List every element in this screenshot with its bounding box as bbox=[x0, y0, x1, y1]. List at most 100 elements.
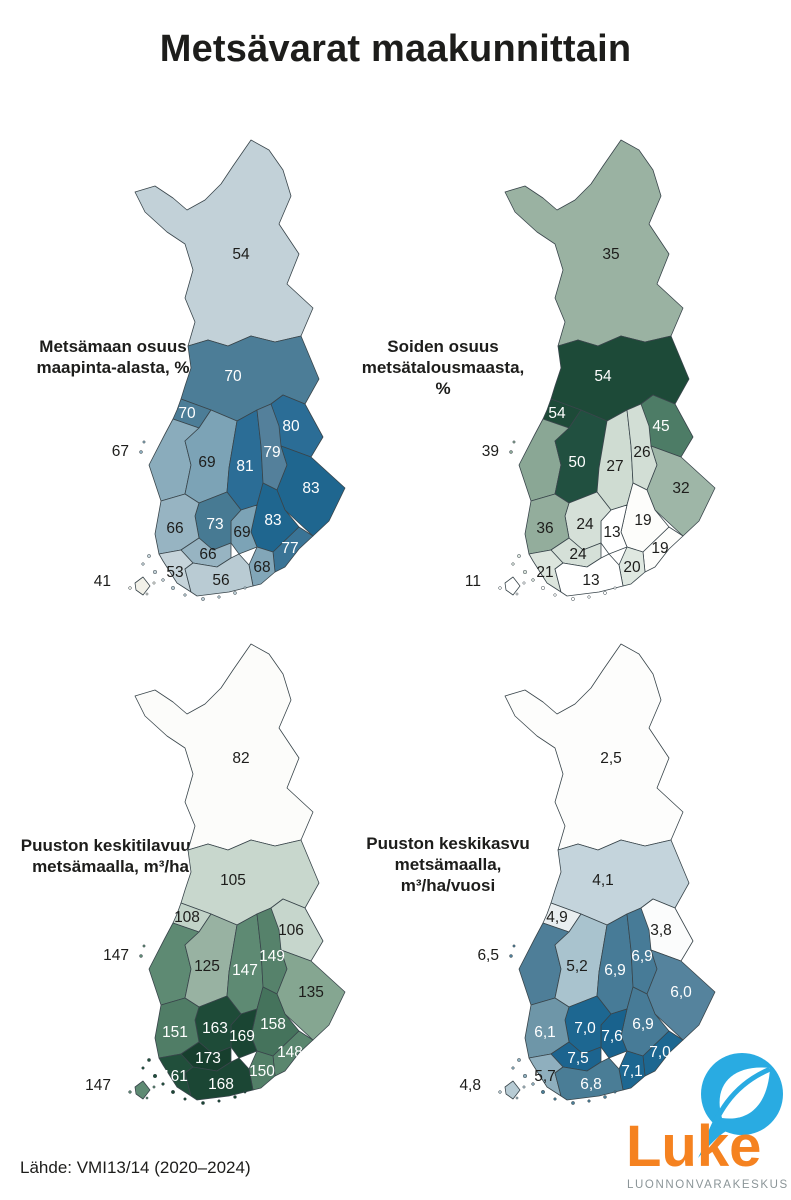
region-value-label-etela_savo: 83 bbox=[264, 512, 281, 529]
region-value-label-kanta_hame: 24 bbox=[569, 546, 587, 563]
region-value-label-pohjois_karjala: 32 bbox=[672, 480, 689, 497]
region-value-label-paijat_hame: 13 bbox=[603, 524, 620, 541]
archipelago-islet bbox=[522, 569, 528, 575]
archipelago-islet bbox=[147, 554, 151, 558]
region-value-label-lappi: 54 bbox=[232, 246, 250, 263]
archipelago-islet bbox=[171, 586, 175, 590]
region-value-label-pohjanmaa: 147 bbox=[103, 947, 129, 964]
region-value-label-uusimaa: 6,8 bbox=[580, 1076, 602, 1093]
archipelago-islet bbox=[171, 1090, 175, 1094]
region-value-label-kanta_hame: 66 bbox=[199, 546, 216, 563]
region-value-label-ahvenanmaa: 147 bbox=[85, 1077, 111, 1094]
archipelago-islet bbox=[142, 440, 146, 444]
archipelago-islet bbox=[509, 450, 513, 454]
region-value-label-etela_pohjanmaa: 50 bbox=[568, 454, 586, 471]
archipelago-islet bbox=[128, 586, 132, 590]
region-value-label-pirkanmaa: 7,0 bbox=[574, 1020, 596, 1037]
region-value-label-uusimaa: 56 bbox=[212, 572, 229, 589]
archipelago-islet bbox=[515, 592, 519, 596]
region-value-label-kymenlaakso: 7,1 bbox=[621, 1063, 643, 1080]
archipelago-islet bbox=[161, 1082, 165, 1086]
logo-wordmark: Luke bbox=[626, 1114, 761, 1179]
region-value-label-lappi: 2,5 bbox=[600, 750, 622, 767]
region-value-label-keski_pohjanmaa: 4,9 bbox=[546, 909, 568, 926]
region-value-label-paijat_hame: 69 bbox=[233, 524, 250, 541]
archipelago-islet bbox=[571, 1101, 575, 1105]
luke-logo: Luke LUONNONVARAKESKUS bbox=[626, 1053, 787, 1191]
region-value-label-uusimaa: 13 bbox=[582, 572, 599, 589]
archipelago-islet bbox=[233, 1095, 237, 1099]
region-value-label-lappi: 35 bbox=[602, 246, 619, 263]
region-value-label-keski_suomi: 147 bbox=[232, 962, 258, 979]
region-value-label-lappi: 82 bbox=[232, 750, 249, 767]
region-value-label-kainuu: 106 bbox=[278, 922, 304, 939]
region-value-label-paijat_hame: 169 bbox=[229, 1028, 255, 1045]
region-ahvenanmaa bbox=[134, 576, 151, 596]
archipelago-islet bbox=[522, 581, 526, 585]
region-value-label-varsinais_suomi: 21 bbox=[536, 564, 553, 581]
region-value-label-pohjois_savo: 79 bbox=[263, 444, 280, 461]
archipelago-islet bbox=[603, 591, 607, 595]
region-value-label-uusimaa: 168 bbox=[208, 1076, 234, 1093]
archipelago-islet bbox=[603, 1095, 607, 1099]
region-value-label-keski_suomi: 27 bbox=[606, 458, 623, 475]
region-value-label-etela_pohjanmaa: 5,2 bbox=[566, 958, 588, 975]
archipelago-islet bbox=[553, 593, 557, 597]
archipelago-islet bbox=[522, 1073, 528, 1079]
archipelago-islet bbox=[201, 597, 205, 601]
region-value-label-etela_pohjanmaa: 69 bbox=[198, 454, 215, 471]
archipelago-islet bbox=[511, 562, 515, 566]
region-uusimaa bbox=[184, 553, 254, 597]
region-value-label-etela_karjala: 148 bbox=[277, 1044, 303, 1061]
archipelago-islet bbox=[613, 1090, 617, 1094]
region-lappi bbox=[504, 139, 684, 347]
region-value-label-kymenlaakso: 150 bbox=[249, 1063, 275, 1080]
archipelago-islet bbox=[152, 1073, 158, 1079]
archipelago-islet bbox=[201, 1101, 205, 1105]
region-value-label-satakunta: 36 bbox=[536, 520, 553, 537]
map-3-heading-line-1: Puuston keskitilavuus bbox=[20, 836, 201, 855]
region-value-label-varsinais_suomi: 53 bbox=[166, 564, 183, 581]
map-4-finland-choropleth: 2,5 4,1 3,8 4,9 6,5 5,2 6,9 6,9 6,0 6,9 7,0 7,1 7,6 7… bbox=[459, 643, 716, 1105]
archipelago-islet bbox=[498, 1090, 502, 1094]
archipelago-islet bbox=[511, 1066, 515, 1070]
archipelago-islet bbox=[531, 578, 535, 582]
region-value-label-satakunta: 6,1 bbox=[534, 1024, 556, 1041]
region-value-label-keski_pohjanmaa: 108 bbox=[174, 909, 200, 926]
region-uusimaa bbox=[184, 1057, 254, 1101]
region-value-label-varsinais_suomi: 5,7 bbox=[534, 1068, 556, 1085]
archipelago-islet bbox=[243, 586, 247, 590]
region-value-label-pirkanmaa: 73 bbox=[206, 516, 223, 533]
archipelago-islet bbox=[152, 581, 156, 585]
archipelago-islet bbox=[128, 1090, 132, 1094]
region-value-label-satakunta: 151 bbox=[162, 1024, 188, 1041]
archipelago-islet bbox=[517, 1058, 521, 1062]
region-value-label-paijat_hame: 7,6 bbox=[601, 1028, 623, 1045]
region-value-label-ahvenanmaa: 11 bbox=[465, 573, 481, 590]
page-title: Metsävarat maakunnittain bbox=[159, 28, 632, 70]
map-2-heading-line-1: Soiden osuus bbox=[387, 337, 499, 356]
archipelago-islet bbox=[141, 562, 145, 566]
region-value-label-kanta_hame: 173 bbox=[195, 1050, 221, 1067]
region-value-label-pohjanmaa: 6,5 bbox=[477, 947, 499, 964]
archipelago-islet bbox=[515, 1096, 519, 1100]
map-2-heading-line-2: metsätalousmaasta, % bbox=[361, 358, 525, 398]
archipelago-islet bbox=[243, 1090, 247, 1094]
archipelago-islet bbox=[152, 1085, 156, 1089]
archipelago-islet bbox=[522, 1085, 526, 1089]
map-2-heading: Soiden osuus metsätalousmaasta, % bbox=[352, 336, 534, 399]
map-3-heading: Puuston keskitilavuus metsämaalla, m³/ha bbox=[18, 835, 203, 877]
archipelago-islet bbox=[517, 554, 521, 558]
archipelago-islet bbox=[183, 1097, 187, 1101]
region-value-label-pohjois_karjala: 135 bbox=[298, 984, 324, 1001]
archipelago-islet bbox=[141, 1066, 145, 1070]
region-value-label-pohjanmaa: 39 bbox=[482, 443, 499, 460]
logo-leaf-stem bbox=[701, 1067, 771, 1153]
archipelago-islet bbox=[587, 595, 591, 599]
map-4-heading-line-3: m³/ha/vuosi bbox=[400, 876, 496, 895]
region-value-label-pohjois_pohjanmaa: 54 bbox=[594, 368, 612, 385]
region-lappi bbox=[134, 643, 314, 851]
archipelago-islet bbox=[139, 450, 143, 454]
